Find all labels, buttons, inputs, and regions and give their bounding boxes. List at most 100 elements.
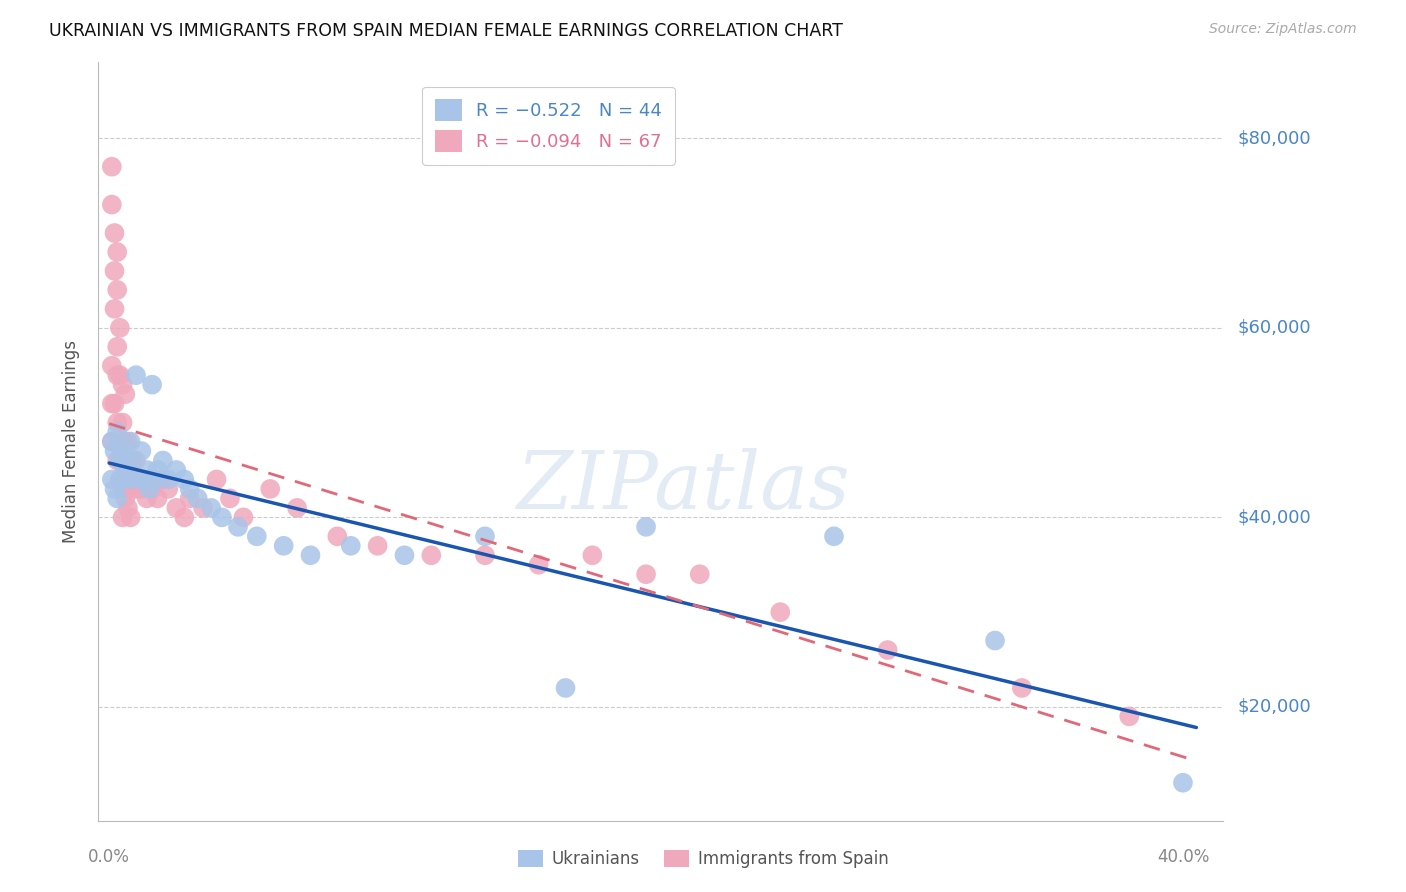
Point: [634, 567, 657, 582]
Point: [179, 482, 201, 496]
Point: [823, 529, 845, 543]
Point: [108, 473, 131, 487]
Point: [101, 197, 124, 211]
Point: [117, 500, 139, 515]
Point: [138, 482, 160, 496]
Point: [474, 548, 496, 563]
Point: [157, 482, 180, 496]
Point: [165, 500, 187, 515]
Point: [125, 453, 148, 467]
Point: [103, 444, 125, 458]
Point: [689, 567, 711, 582]
Point: [143, 473, 166, 487]
Point: [103, 396, 125, 410]
Point: [103, 301, 125, 316]
Point: [232, 510, 254, 524]
Point: [101, 396, 124, 410]
Point: [273, 539, 295, 553]
Point: [1171, 776, 1194, 790]
Point: [152, 473, 174, 487]
Point: [135, 463, 157, 477]
Point: [132, 473, 155, 487]
Point: [105, 283, 128, 297]
Point: [146, 491, 169, 506]
Point: [114, 453, 136, 467]
Point: [108, 473, 131, 487]
Point: [141, 482, 163, 496]
Text: UKRAINIAN VS IMMIGRANTS FROM SPAIN MEDIAN FEMALE EARNINGS CORRELATION CHART: UKRAINIAN VS IMMIGRANTS FROM SPAIN MEDIA…: [49, 22, 844, 40]
Point: [111, 510, 134, 524]
Point: [420, 548, 443, 563]
Point: [394, 548, 416, 563]
Point: [103, 482, 125, 496]
Point: [173, 510, 195, 524]
Point: [299, 548, 322, 563]
Point: [200, 500, 222, 515]
Point: [367, 539, 389, 553]
Text: $40,000: $40,000: [1237, 508, 1310, 526]
Point: [173, 473, 195, 487]
Point: [103, 226, 125, 240]
Point: [103, 264, 125, 278]
Point: [114, 491, 136, 506]
Y-axis label: Median Female Earnings: Median Female Earnings: [62, 340, 80, 543]
Point: [165, 463, 187, 477]
Point: [125, 368, 148, 383]
Point: [114, 473, 136, 487]
Point: [101, 434, 124, 449]
Text: $20,000: $20,000: [1237, 698, 1310, 716]
Point: [326, 529, 349, 543]
Legend: R = −0.522   N = 44, R = −0.094   N = 67: R = −0.522 N = 44, R = −0.094 N = 67: [422, 87, 675, 165]
Text: 40.0%: 40.0%: [1157, 848, 1209, 866]
Point: [131, 482, 153, 496]
Point: [135, 491, 157, 506]
Point: [111, 444, 134, 458]
Point: [226, 520, 249, 534]
Point: [157, 473, 180, 487]
Point: [105, 368, 128, 383]
Point: [285, 500, 308, 515]
Point: [120, 434, 142, 449]
Point: [132, 473, 155, 487]
Point: [141, 377, 163, 392]
Point: [101, 473, 124, 487]
Point: [1011, 681, 1033, 695]
Text: 0.0%: 0.0%: [89, 848, 131, 866]
Point: [179, 491, 201, 506]
Legend: Ukrainians, Immigrants from Spain: Ukrainians, Immigrants from Spain: [510, 843, 896, 875]
Point: [117, 434, 139, 449]
Point: [122, 473, 145, 487]
Point: [131, 444, 153, 458]
Text: $80,000: $80,000: [1237, 129, 1310, 147]
Point: [211, 510, 233, 524]
Point: [219, 491, 242, 506]
Point: [101, 434, 124, 449]
Point: [259, 482, 281, 496]
Text: Source: ZipAtlas.com: Source: ZipAtlas.com: [1209, 22, 1357, 37]
Point: [205, 473, 228, 487]
Point: [108, 434, 131, 449]
Text: $60,000: $60,000: [1237, 318, 1310, 337]
Point: [128, 473, 150, 487]
Point: [105, 425, 128, 439]
Point: [984, 633, 1007, 648]
Point: [876, 643, 898, 657]
Point: [339, 539, 361, 553]
Point: [114, 387, 136, 401]
Point: [101, 160, 124, 174]
Point: [122, 453, 145, 467]
Point: [138, 473, 160, 487]
Point: [146, 463, 169, 477]
Point: [117, 473, 139, 487]
Point: [101, 359, 124, 373]
Point: [105, 416, 128, 430]
Point: [246, 529, 269, 543]
Point: [1118, 709, 1140, 723]
Point: [125, 482, 148, 496]
Point: [111, 416, 134, 430]
Point: [105, 453, 128, 467]
Point: [108, 320, 131, 334]
Point: [527, 558, 550, 572]
Point: [474, 529, 496, 543]
Point: [128, 473, 150, 487]
